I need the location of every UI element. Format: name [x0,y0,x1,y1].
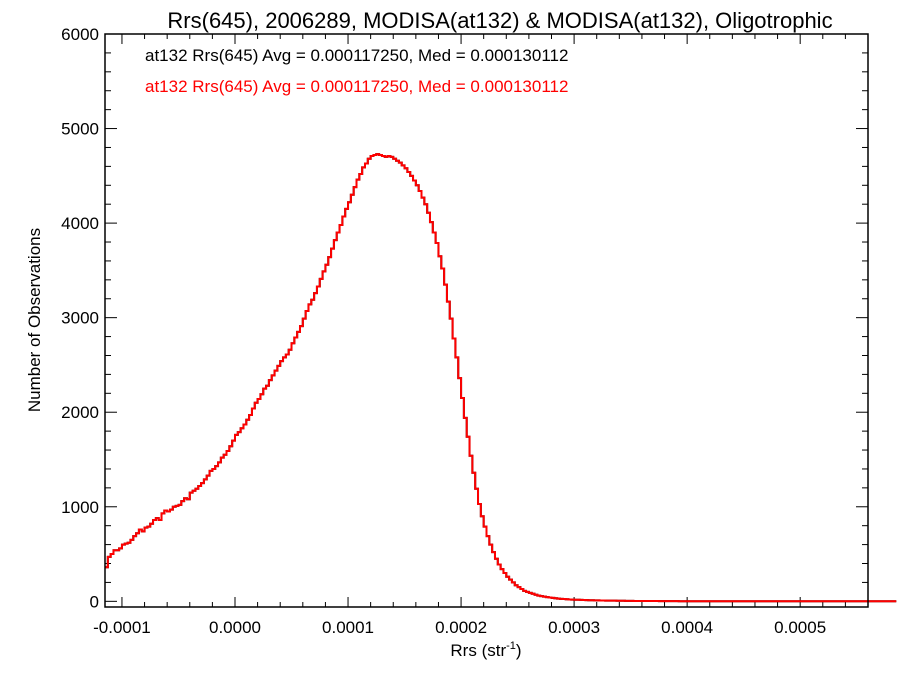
y-tick-label: 6000 [61,25,99,44]
y-tick-label: 5000 [61,120,99,139]
y-axis-label: Number of Observations [25,228,44,412]
x-tick-label: 0.0001 [322,618,374,637]
x-tick-label: 0.0004 [661,618,713,637]
series-layer [105,153,897,603]
histogram-series-red [105,153,897,603]
annotation-black: at132 Rrs(645) Avg = 0.000117250, Med = … [145,46,568,65]
x-axis-label-close: ) [516,641,522,660]
x-tick-label: 0.0002 [435,618,487,637]
y-tick-label: 0 [90,592,99,611]
x-tick-label: 0.0005 [774,618,826,637]
x-axis-label: Rrs (str-1) [450,640,521,660]
chart-title: Rrs(645), 2006289, MODISA(at132) & MODIS… [167,8,832,33]
x-tick-label: 0.0003 [548,618,600,637]
y-tick-label: 4000 [61,214,99,233]
x-tick-label: 0.0000 [209,618,261,637]
annotation-red: at132 Rrs(645) Avg = 0.000117250, Med = … [145,77,568,96]
x-axis-label-superscript: -1 [506,640,516,652]
x-axis-label-text: Rrs (str [450,641,506,660]
y-tick-label: 1000 [61,498,99,517]
y-tick-label: 3000 [61,309,99,328]
y-tick-label: 2000 [61,403,99,422]
x-axis-ticks: -0.0001 0.0000 0.0001 0.0002 0.0003 0.0004 0.0… [93,34,869,637]
x-tick-label: -0.0001 [93,618,151,637]
plot-frame [104,33,869,608]
y-axis-ticks: 0 1000 2000 3000 4000 5000 6000 [61,25,868,611]
